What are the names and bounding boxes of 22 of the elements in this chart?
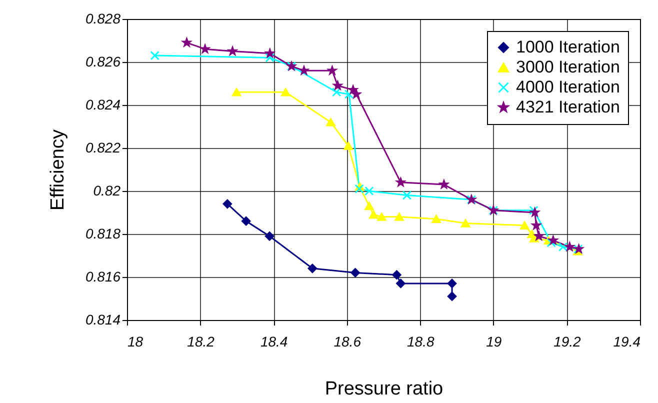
y-tick-label: 0.828 xyxy=(85,10,121,26)
y-tick-label: 0.814 xyxy=(85,312,121,328)
y-tick-label: 0.816 xyxy=(85,268,121,284)
x-tick-label: 18.4 xyxy=(260,334,288,350)
legend-label: 4000 Iteration xyxy=(516,78,620,96)
x-tick-label: 19.2 xyxy=(554,334,582,350)
y-tick-label: 0.818 xyxy=(85,226,121,242)
x-tick-label: 19.4 xyxy=(613,334,641,350)
y-axis-title: Efficiency xyxy=(47,129,68,210)
x-tick-label: 18.8 xyxy=(407,334,434,350)
y-tick-label: 0.82 xyxy=(93,182,121,198)
y-tick-label: 0.826 xyxy=(85,54,121,70)
x-tick-label: 18.2 xyxy=(187,334,215,350)
x-tick-label: 19 xyxy=(486,334,502,350)
y-tick-label: 0.824 xyxy=(85,96,121,112)
legend-label: 1000 Iteration xyxy=(516,38,620,56)
y-tick-label: 0.822 xyxy=(85,140,121,156)
x-axis-title: Pressure ratio xyxy=(324,378,444,400)
x-tick-label: 18.6 xyxy=(334,334,362,350)
legend-label: 4321 Iteration xyxy=(516,98,620,116)
legend-label: 3000 Iteration xyxy=(516,58,620,76)
x-tick-label: 18 xyxy=(128,334,144,350)
